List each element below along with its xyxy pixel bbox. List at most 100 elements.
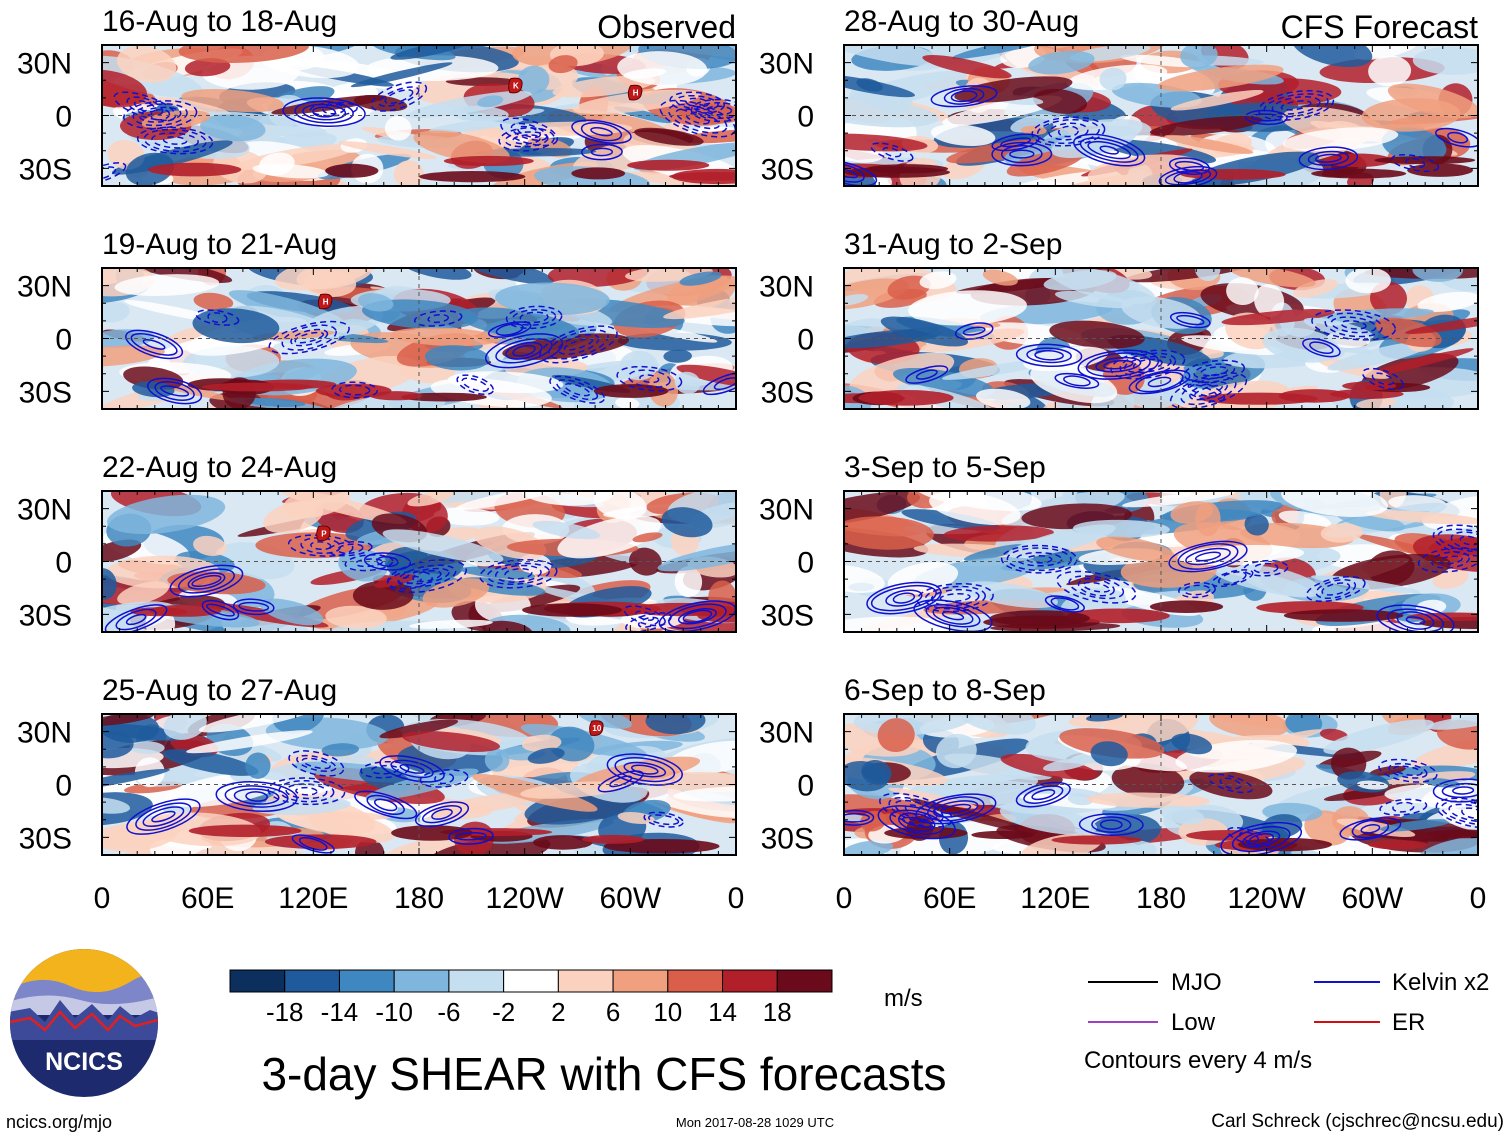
contour-line [354, 790, 418, 820]
shear-blob [102, 714, 154, 726]
shear-blob [673, 786, 736, 802]
shear-blob [350, 62, 453, 88]
contour-line [695, 102, 736, 119]
jet-blob [858, 390, 954, 406]
contour-line [456, 374, 494, 396]
contour-line [268, 320, 350, 355]
jet-blob [533, 835, 593, 850]
x-tick-label: 180 [1136, 882, 1186, 915]
jet-blob [1237, 837, 1332, 852]
panel-label: 31-Aug to 2-Sep [844, 228, 1062, 261]
contour-line [312, 106, 337, 118]
shear-blob [1417, 291, 1478, 312]
contour-line [1006, 547, 1072, 572]
shear-blob [577, 714, 632, 729]
contour-line [1031, 116, 1106, 147]
contour-line [1430, 551, 1470, 569]
shear-blob [445, 77, 519, 87]
x-tick-label: 120W [1227, 882, 1306, 915]
contour-line [1023, 785, 1064, 804]
contour-line [939, 593, 971, 603]
colorbar-label: 18 [763, 997, 792, 1027]
storm-marker: 10 [589, 720, 604, 736]
contour-line [549, 375, 605, 404]
contour-line [1025, 554, 1053, 564]
shear-blob [976, 388, 1031, 409]
contour-line [1095, 356, 1142, 373]
colorbar-label: 6 [606, 997, 620, 1027]
contour-line [169, 564, 244, 598]
shear-blob [413, 130, 510, 164]
contour-line [1437, 528, 1478, 553]
shear-blob [433, 792, 541, 816]
contour-line [940, 803, 972, 814]
contour-line [143, 128, 207, 153]
contour-line [285, 783, 328, 800]
shear-blob [1367, 348, 1474, 377]
shear-blob [1304, 308, 1434, 323]
contour-line [1244, 109, 1288, 126]
contour-line [419, 769, 469, 788]
contour-line [1056, 570, 1137, 604]
storm-symbol: 10 [592, 724, 601, 733]
contour-line [1168, 540, 1248, 573]
contour-line [1280, 100, 1312, 111]
shear-blob [132, 381, 175, 398]
contour-line [1077, 349, 1160, 380]
contour-line [1176, 314, 1205, 326]
contour-line [187, 572, 226, 590]
contour-line [915, 369, 938, 380]
jet-blob [325, 163, 379, 178]
shear-blob [888, 787, 978, 809]
contour-line [298, 837, 328, 851]
y-tick-label: 0 [55, 101, 72, 134]
contour-line [866, 581, 942, 615]
contour-line [913, 599, 993, 632]
shear-blob [1111, 763, 1185, 798]
x-tick-label: 120E [278, 882, 348, 915]
contour-line [327, 540, 373, 557]
shear-blob [1356, 398, 1397, 409]
shear-blob [495, 282, 610, 316]
contour-line [1164, 169, 1212, 186]
contour-line [282, 97, 366, 127]
contour-line [142, 806, 185, 828]
y-tick-label: 30S [761, 376, 814, 409]
ncics-logo: NCICS [10, 949, 158, 1097]
y-tick-label: 30N [759, 271, 814, 304]
contour-line [630, 764, 659, 775]
contour-line [1253, 562, 1279, 574]
contour-line [374, 798, 398, 812]
contour-line [1147, 376, 1172, 388]
kelvin-contours [844, 85, 1478, 186]
jet-blob [1368, 840, 1428, 850]
contour-line [1441, 782, 1478, 799]
contour-line [294, 100, 354, 124]
y-tick-label: 0 [797, 324, 814, 357]
contour-line [1405, 157, 1426, 169]
contour-line [115, 608, 157, 631]
jet-blob [419, 171, 526, 183]
shear-blob [1149, 116, 1263, 136]
contour-line [1132, 358, 1163, 371]
y-tick-label: 0 [55, 324, 72, 357]
shear-blob [1010, 113, 1055, 133]
contour-line [623, 605, 666, 627]
y-tick-label: 0 [797, 770, 814, 803]
kelvin-contours [125, 305, 736, 405]
shear-blob [116, 45, 177, 83]
contour-line [580, 143, 623, 161]
colorbar-label: 14 [708, 997, 737, 1027]
shear-blob [999, 804, 1098, 835]
shear-blob [1073, 519, 1170, 538]
x-tick-label: 60E [181, 882, 234, 915]
shear-blob [1417, 836, 1478, 855]
contour-line [682, 609, 713, 623]
contour-line [1378, 758, 1438, 783]
contour-line [287, 534, 354, 557]
shear-blob [657, 541, 736, 572]
contour-line [310, 541, 332, 551]
contour-line [379, 755, 445, 783]
x-tick-label: 180 [394, 882, 444, 915]
shear-blob [663, 349, 692, 363]
